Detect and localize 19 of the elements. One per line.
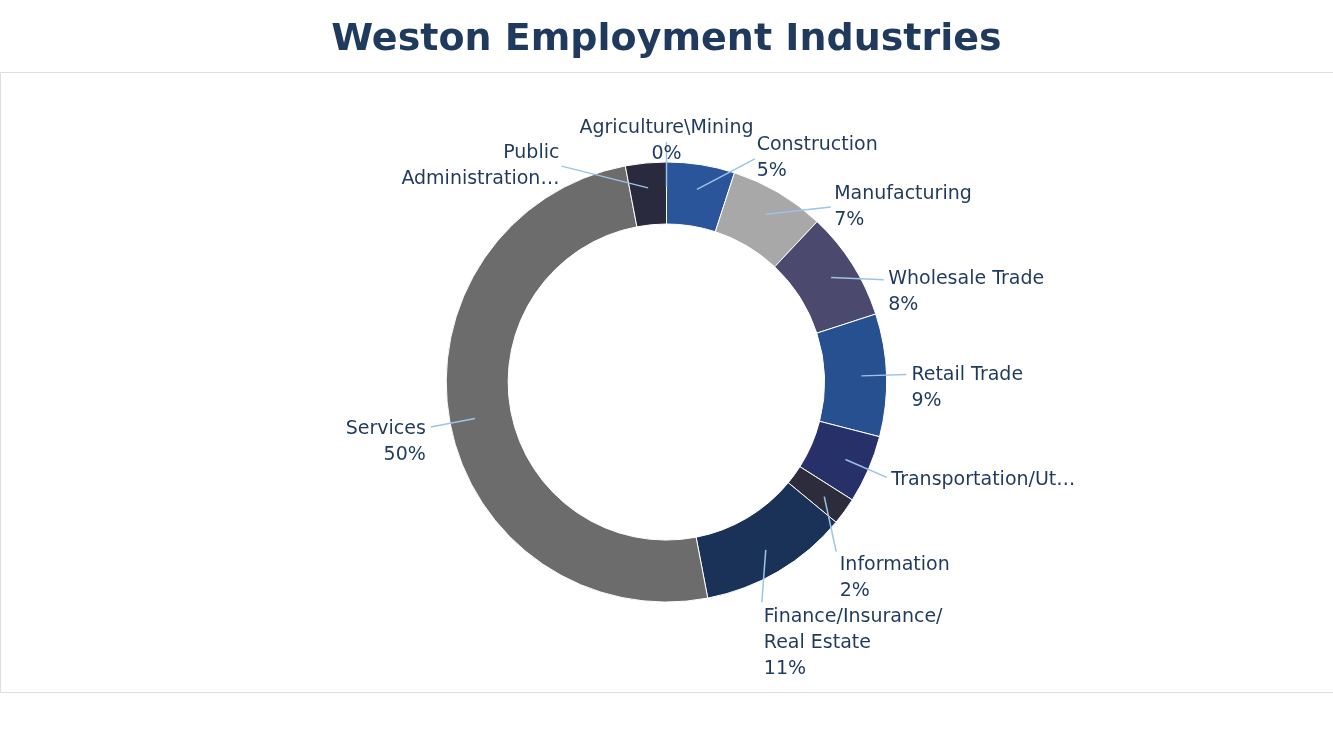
slice-label: Public Administration… [401, 139, 560, 188]
data-label: 9% [911, 388, 942, 411]
slice-label: Services [345, 415, 426, 438]
text: 0% [651, 141, 682, 163]
data-label: 5% [756, 158, 787, 181]
slice-label: Information [839, 552, 950, 575]
slice-label: Finance/Insurance/Real Estate [763, 603, 944, 652]
data-label: 11% [763, 655, 807, 678]
data-label: 8% [888, 291, 919, 314]
slice-label: Wholesale Trade [888, 265, 1045, 288]
slice-label: Retail Trade [911, 362, 1024, 385]
category-label: Agriculture\Mining [579, 115, 754, 137]
slice-label: Transportation/Ut… [890, 467, 1076, 490]
data-label: 7% [834, 207, 865, 230]
slice-label: Construction [756, 132, 878, 155]
data-label: 2% [839, 578, 870, 601]
slice-label: Manufacturing [834, 181, 972, 204]
chart-title: Weston Employment Industries [331, 15, 1002, 59]
data-label: 50% [383, 441, 426, 464]
